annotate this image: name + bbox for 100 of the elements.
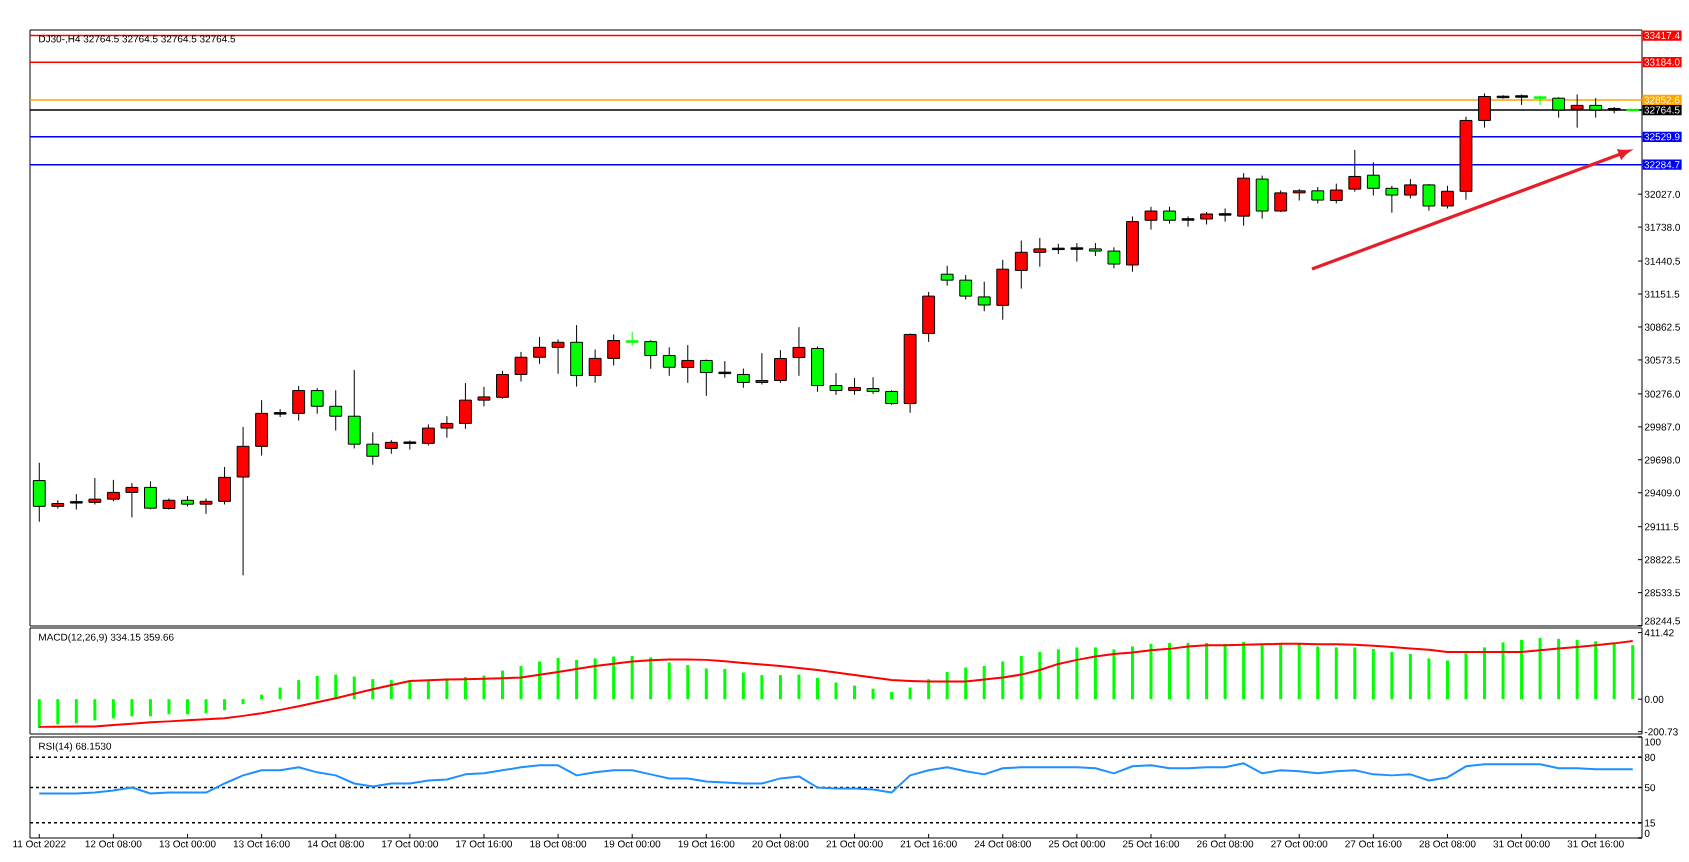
x-tick-label: 19 Oct 00:00 (604, 840, 661, 848)
bar (1334, 647, 1338, 700)
bar (760, 675, 764, 700)
candlestick (1218, 208, 1232, 223)
bar (56, 699, 60, 725)
bar (1242, 641, 1246, 700)
x-tick-label: 11 Oct 2022 (13, 840, 66, 848)
candlestick (125, 482, 139, 518)
ref-line-label: 32529.9 (1644, 133, 1680, 141)
x-tick-label: 18 Oct 08:00 (530, 840, 587, 848)
bar (1093, 647, 1097, 700)
bar (315, 676, 319, 700)
candlestick (1181, 215, 1195, 228)
bar (74, 699, 78, 724)
ref-line-label: 33184.0 (1644, 58, 1680, 66)
bar (1168, 642, 1172, 700)
y-tick-label: 31151.5 (1644, 290, 1680, 298)
candlestick (681, 344, 695, 384)
x-tick-label: 25 Oct 16:00 (1122, 840, 1180, 848)
bar (667, 662, 671, 700)
bar (1353, 647, 1357, 700)
y-tick-label: 0 (1644, 829, 1650, 837)
candlestick (273, 408, 287, 418)
y-tick-label: 30573.5 (1644, 356, 1680, 364)
candlestick (1144, 206, 1158, 231)
candlestick (1403, 178, 1417, 199)
bar (1279, 643, 1283, 700)
candlestick (1366, 161, 1380, 196)
x-tick-label: 13 Oct 00:00 (159, 840, 216, 848)
x-tick-label: 19 Oct 16:00 (678, 840, 735, 848)
ref-line-label: 32284.7 (1644, 161, 1680, 169)
bar (408, 681, 412, 700)
candlestick (773, 349, 787, 384)
candlestick (1107, 246, 1121, 269)
bar (185, 699, 189, 715)
candlestick (1385, 185, 1399, 214)
bar (130, 699, 134, 717)
candlestick (588, 348, 602, 384)
candlestick (329, 389, 343, 432)
candlestick (496, 370, 509, 400)
candlestick (1533, 95, 1547, 106)
candlestick (977, 281, 991, 312)
y-tick-label: 29409.0 (1644, 489, 1681, 497)
bar (93, 699, 97, 721)
bar (1557, 638, 1561, 700)
candlestick (459, 382, 472, 430)
y-tick-label: -200.73 (1644, 728, 1678, 736)
x-tick-label: 12 Oct 08:00 (85, 840, 142, 848)
candlestick (292, 385, 306, 422)
y-tick-label: 32027.0 (1644, 190, 1681, 198)
x-tick-label: 20 Oct 08:00 (752, 840, 809, 848)
ref-line-label: 32764.5 (1644, 106, 1680, 114)
y-tick-label: 100 (1645, 738, 1661, 746)
bar (575, 659, 579, 700)
candlestick (199, 497, 213, 515)
bar (1594, 641, 1598, 700)
candlestick (1014, 240, 1028, 290)
bar (500, 670, 504, 700)
bar (834, 682, 838, 700)
bar (1112, 649, 1116, 700)
y-tick-label: 29698.0 (1644, 456, 1681, 464)
bar (204, 699, 208, 714)
bar (1038, 651, 1042, 700)
bar (723, 668, 727, 700)
bar (223, 699, 227, 711)
x-tick-label: 31 Oct 00:00 (1493, 840, 1550, 848)
bar (1205, 642, 1209, 700)
bar (1001, 661, 1005, 700)
x-tick-label: 27 Oct 00:00 (1271, 840, 1328, 848)
candlestick (551, 338, 565, 375)
bar (704, 668, 708, 700)
bar (1575, 639, 1579, 700)
bar (1501, 642, 1505, 700)
y-tick-label: 29987.0 (1644, 423, 1681, 431)
bar (1223, 643, 1227, 700)
x-tick-label: 24 Oct 08:00 (974, 840, 1031, 848)
bar (37, 699, 41, 728)
bar (1130, 646, 1134, 700)
bar (982, 666, 986, 700)
candlestick (1422, 183, 1436, 212)
candlestick (940, 265, 954, 287)
y-tick-label: 28533.5 (1644, 589, 1680, 597)
ref-line-label: 33417.4 (1644, 31, 1680, 40)
y-tick-label: 28822.5 (1644, 556, 1680, 564)
bar (815, 678, 819, 700)
candlestick (866, 376, 880, 395)
bar (1464, 653, 1468, 700)
bar (890, 692, 894, 700)
x-tick-label: 17 Oct 00:00 (382, 840, 438, 848)
candlestick (310, 387, 324, 415)
bar (1631, 645, 1635, 700)
ref-line-label: 32852.6 (1644, 96, 1680, 104)
bar (519, 666, 523, 700)
bar (612, 656, 616, 700)
chart-title: DJ30-,H4 32764.5 32764.5 32764.5 32764.5 (39, 35, 236, 44)
candlestick (421, 423, 435, 447)
y-tick-label: 15 (1645, 819, 1656, 827)
candlestick (607, 333, 621, 366)
bar (1297, 643, 1301, 700)
candlestick (1070, 242, 1084, 263)
